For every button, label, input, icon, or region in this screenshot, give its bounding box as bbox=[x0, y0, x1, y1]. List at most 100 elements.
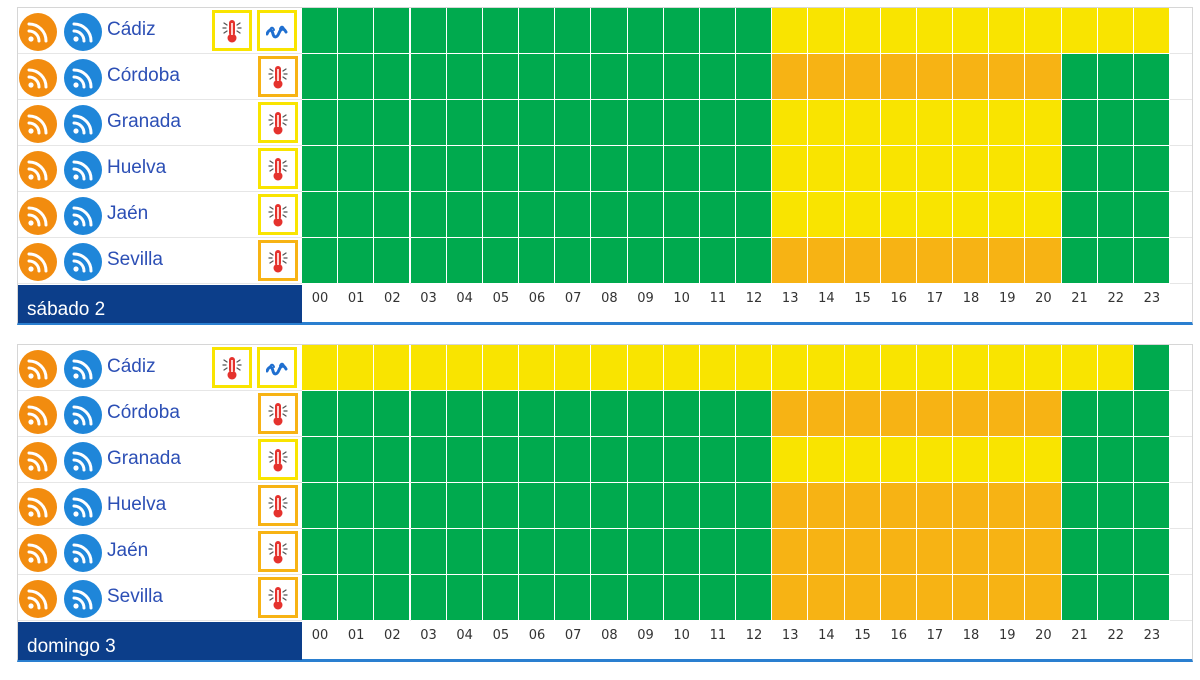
hour-label: 04 bbox=[456, 291, 473, 306]
city-link[interactable]: Granada bbox=[107, 448, 181, 469]
city-link[interactable]: Huelva bbox=[107, 494, 167, 515]
thermometer-icon[interactable] bbox=[258, 148, 298, 189]
hour-cell-19 bbox=[989, 391, 1026, 437]
hour-cell-18 bbox=[953, 483, 990, 529]
rss-feed-icon[interactable] bbox=[19, 13, 57, 51]
hour-cell-04 bbox=[446, 100, 483, 146]
hour-cell-06 bbox=[519, 345, 556, 391]
rss-feed-icon[interactable] bbox=[19, 442, 57, 480]
hour-cell-21 bbox=[1061, 437, 1098, 483]
rss-feed-icon[interactable] bbox=[64, 197, 102, 235]
warning-row-cadiz: Cádiz bbox=[18, 8, 1192, 54]
hour-cell-02 bbox=[374, 575, 411, 621]
city-link[interactable]: Huelva bbox=[107, 157, 167, 178]
rss-feed-icon[interactable] bbox=[19, 151, 57, 189]
row-label: Cádiz bbox=[18, 345, 302, 390]
rss-feed-icon[interactable] bbox=[19, 105, 57, 143]
hour-cell-08 bbox=[591, 483, 628, 529]
hour-cell-20 bbox=[1025, 100, 1062, 146]
hour-cell-21 bbox=[1061, 100, 1098, 146]
hour-cell-04 bbox=[446, 529, 483, 575]
rss-feed-icon[interactable] bbox=[64, 442, 102, 480]
hour-cell-13 bbox=[772, 100, 809, 146]
city-link[interactable]: Granada bbox=[107, 111, 181, 132]
hour-cell-11 bbox=[699, 100, 737, 146]
rss-feed-icon[interactable] bbox=[64, 13, 102, 51]
rss-feed-icon[interactable] bbox=[64, 534, 102, 572]
hour-cell-05 bbox=[482, 575, 519, 621]
rss-feed-icon[interactable] bbox=[19, 350, 57, 388]
hour-cell-20 bbox=[1025, 345, 1062, 391]
hour-cell-06 bbox=[519, 100, 556, 146]
rss-feed-icon[interactable] bbox=[64, 151, 102, 189]
thermometer-icon[interactable] bbox=[258, 393, 298, 434]
thermometer-icon[interactable] bbox=[258, 56, 298, 97]
hour-cell-22 bbox=[1097, 8, 1134, 54]
city-link[interactable]: Córdoba bbox=[107, 402, 180, 423]
hour-cell-09 bbox=[627, 529, 664, 575]
hour-cell-19 bbox=[989, 437, 1026, 483]
hour-cell-04 bbox=[446, 391, 483, 437]
rss-feed-icon[interactable] bbox=[64, 350, 102, 388]
hour-cell-10 bbox=[663, 54, 700, 100]
city-link[interactable]: Córdoba bbox=[107, 65, 180, 86]
thermometer-icon[interactable] bbox=[258, 194, 298, 235]
hour-cell-20 bbox=[1025, 192, 1062, 238]
hour-cell-02 bbox=[374, 146, 411, 192]
city-link[interactable]: Jaén bbox=[107, 540, 149, 561]
rss-feed-icon[interactable] bbox=[19, 396, 57, 434]
rss-feed-icon[interactable] bbox=[64, 105, 102, 143]
hour-cell-01 bbox=[338, 529, 375, 575]
row-label: Sevilla bbox=[18, 238, 302, 283]
hour-label: 08 bbox=[601, 291, 618, 306]
hour-cell-04 bbox=[446, 437, 483, 483]
rss-feed-icon[interactable] bbox=[64, 580, 102, 618]
rss-feed-icon[interactable] bbox=[19, 197, 57, 235]
coastal-wave-icon[interactable] bbox=[257, 347, 297, 388]
rss-feed-icon[interactable] bbox=[19, 580, 57, 618]
thermometer-icon[interactable] bbox=[258, 240, 298, 281]
thermometer-icon[interactable] bbox=[212, 347, 252, 388]
hour-cell-15 bbox=[844, 437, 881, 483]
hour-cell-12 bbox=[736, 54, 773, 100]
hour-cell-16 bbox=[880, 146, 917, 192]
hour-cell-22 bbox=[1097, 192, 1134, 238]
rss-feed-icon[interactable] bbox=[19, 534, 57, 572]
hour-cell-00 bbox=[302, 146, 339, 192]
hour-label: 07 bbox=[564, 291, 582, 306]
city-link[interactable]: Cádiz bbox=[107, 19, 156, 40]
thermometer-icon[interactable] bbox=[212, 10, 252, 51]
rss-feed-icon[interactable] bbox=[64, 488, 102, 526]
rss-feed-icon[interactable] bbox=[19, 59, 57, 97]
hour-cell-19 bbox=[989, 100, 1026, 146]
hour-cell-18 bbox=[953, 391, 990, 437]
city-link[interactable]: Sevilla bbox=[107, 249, 163, 270]
hour-cell-22 bbox=[1097, 345, 1134, 391]
rss-feed-icon[interactable] bbox=[19, 243, 57, 281]
coastal-wave-icon[interactable] bbox=[257, 10, 297, 51]
hour-label: 16 bbox=[890, 291, 907, 306]
hour-cell-12 bbox=[736, 8, 773, 54]
thermometer-icon[interactable] bbox=[258, 531, 298, 572]
city-link[interactable]: Cádiz bbox=[107, 356, 156, 377]
rss-feed-icon[interactable] bbox=[64, 243, 102, 281]
hour-cell-01 bbox=[338, 100, 375, 146]
rss-feed-icon[interactable] bbox=[64, 59, 102, 97]
rss-feed-icon[interactable] bbox=[19, 488, 57, 526]
thermometer-icon[interactable] bbox=[258, 102, 298, 143]
rss-feed-icon[interactable] bbox=[64, 396, 102, 434]
hour-cell-15 bbox=[844, 483, 881, 529]
thermometer-icon[interactable] bbox=[258, 577, 298, 618]
hour-cell-05 bbox=[482, 391, 519, 437]
city-link[interactable]: Jaén bbox=[107, 203, 149, 224]
hour-cell-05 bbox=[482, 529, 519, 575]
thermometer-icon[interactable] bbox=[258, 439, 298, 480]
hour-cell-02 bbox=[374, 238, 411, 284]
hour-cell-00 bbox=[302, 529, 339, 575]
hour-label: 12 bbox=[745, 628, 763, 643]
hour-cell-23 bbox=[1133, 391, 1171, 437]
city-link[interactable]: Sevilla bbox=[107, 586, 163, 607]
hour-label: 11 bbox=[709, 628, 727, 643]
thermometer-icon[interactable] bbox=[258, 485, 298, 526]
hour-cell-23 bbox=[1133, 437, 1171, 483]
